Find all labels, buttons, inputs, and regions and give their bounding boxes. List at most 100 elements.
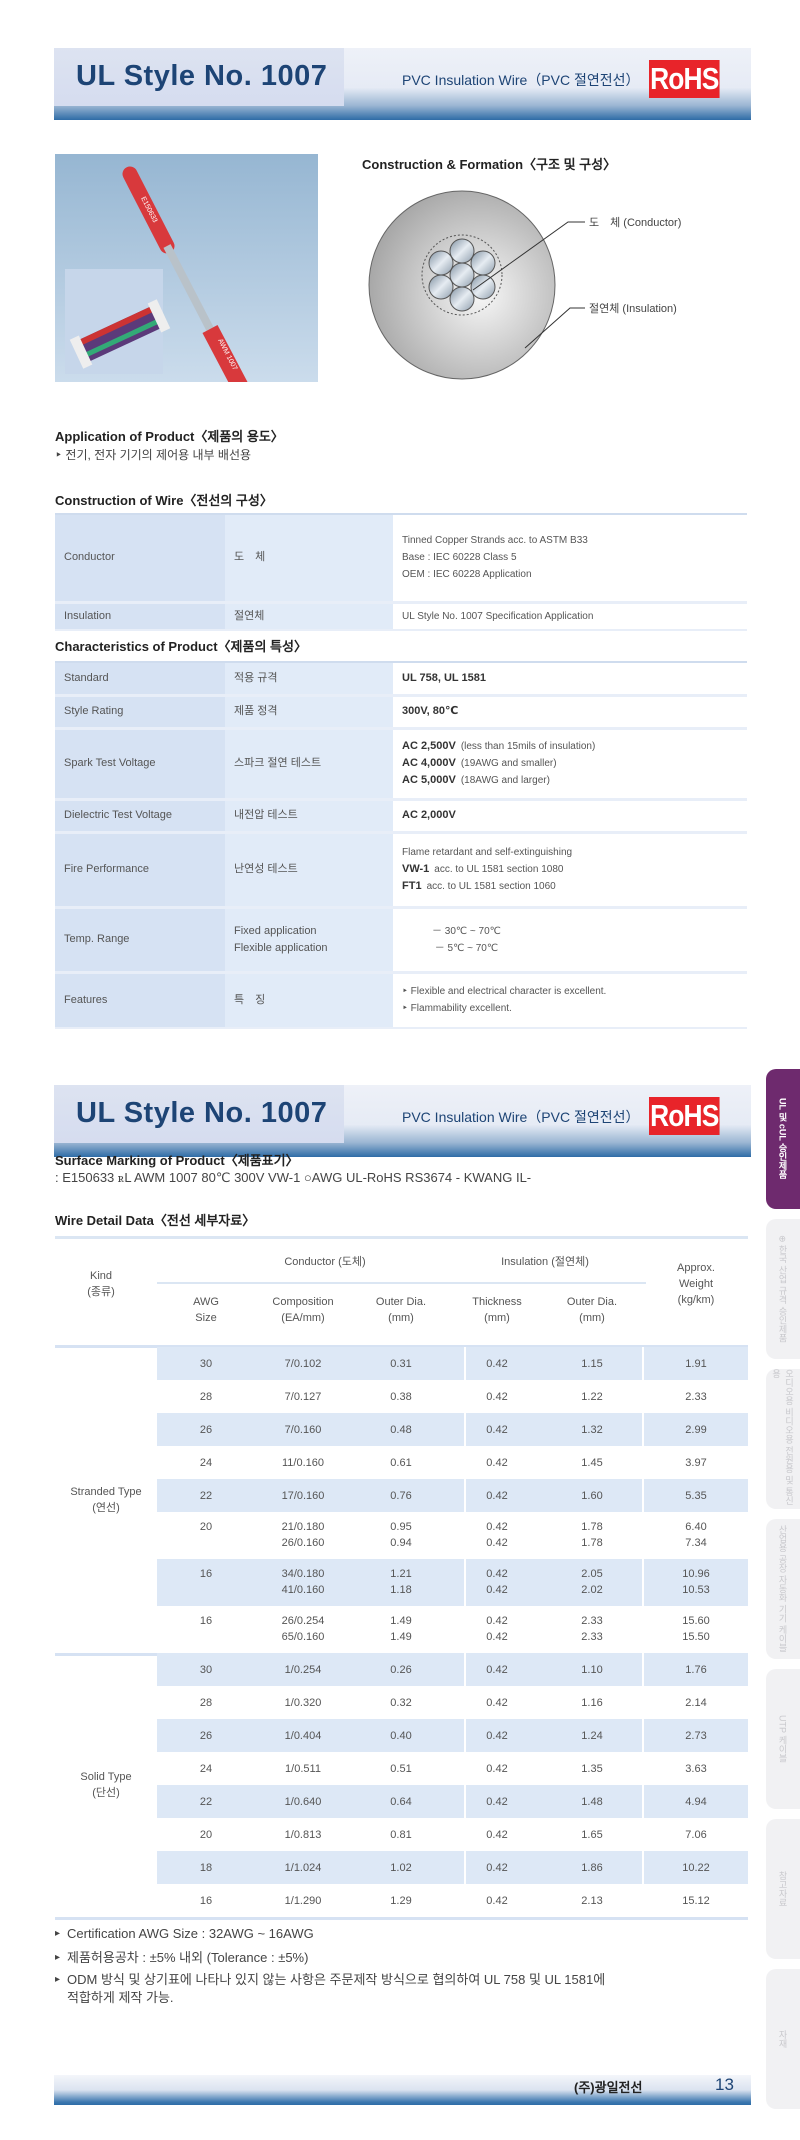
insulation-outer-dia: 1.24 bbox=[581, 1730, 603, 1742]
awg-size: 22 bbox=[199, 1796, 213, 1808]
application-text: 전기, 전자 기기의 제어용 내부 배선용 bbox=[65, 448, 252, 462]
row-label-ko: 특 징 bbox=[225, 970, 393, 1029]
application-title: Application of Product〈제품의 용도〉 bbox=[55, 429, 284, 444]
awg-size: 22 bbox=[199, 1490, 213, 1502]
composition: 7/0.160 bbox=[284, 1424, 322, 1436]
insulation-thickness: 0.42 bbox=[486, 1829, 508, 1841]
insulation-thickness: 0.42 bbox=[486, 1391, 508, 1403]
insulation-thickness: 0.42 bbox=[486, 1862, 508, 1874]
table-row: 16 26/0.254 65/0.160 1.49 1.49 0.42 0.42 2.3… bbox=[157, 1606, 748, 1653]
company-name: (주)광일전선 bbox=[574, 2080, 643, 2095]
awg-size: 28 bbox=[199, 1697, 213, 1709]
note-text: Certification AWG Size : 32AWG ~ 16AWG bbox=[67, 1926, 314, 1941]
row-value: AC 2,500V (less than 15mils of insulation… bbox=[393, 726, 747, 799]
characteristics-row: Features 특 징 ‣ Flexible and electrical cha… bbox=[55, 970, 747, 1029]
note-text: ODM 방식 및 상기표에 나타나 있지 않는 사항은 주문제작 방식으로 협의… bbox=[67, 1972, 606, 2005]
row-value: ‣ Flexible and electrical character is e… bbox=[393, 970, 747, 1029]
value-bold: AC 4,000V bbox=[402, 757, 456, 769]
awg-size: 30 bbox=[199, 1358, 213, 1370]
conductor-strands bbox=[428, 238, 496, 312]
insulation-thickness: 0.42 bbox=[486, 1490, 508, 1502]
value-text: (less than 15mils of insulation) bbox=[460, 741, 596, 752]
row-label-en: Style Rating bbox=[55, 693, 225, 728]
awg-size: 20 bbox=[199, 1521, 213, 1533]
side-tab[interactable]: 참고자료 bbox=[766, 1819, 800, 1959]
conductor-outer-dia: 0.26 bbox=[390, 1664, 412, 1676]
conductor-outer-dia: 1.02 bbox=[390, 1862, 412, 1874]
characteristics-row: Fire Performance 난연성 테스트 Flame retardant a… bbox=[55, 830, 747, 907]
table-row: 30 1/0.254 0.26 0.42 1.10 1.76 bbox=[157, 1653, 748, 1686]
conductor-label: 도 체 (Conductor) bbox=[589, 216, 681, 229]
note-item: ▸ ODM 방식 및 상기표에 나타나 있지 않는 사항은 주문제작 방식으로 협… bbox=[55, 1971, 605, 2007]
awg-size: 20 bbox=[199, 1829, 213, 1841]
row-value: AC 2,000V bbox=[393, 797, 747, 832]
page-number: 13 bbox=[715, 2075, 734, 2094]
page-subtitle-2: PVC Insulation Wire（PVC 절연전선） bbox=[402, 1109, 640, 1125]
conductor-outer-dia: 0.81 bbox=[390, 1829, 412, 1841]
insulation-outer-dia: 1.65 bbox=[581, 1829, 603, 1841]
side-tab[interactable]: 오디오용 비디오용 전원용 및 통신용 bbox=[766, 1369, 800, 1509]
approx-weight: 2.14 bbox=[685, 1697, 707, 1709]
row-label-en: Spark Test Voltage bbox=[55, 726, 225, 799]
row-label-ko: 내전압 테스트 bbox=[225, 797, 393, 832]
value-line: AC 4,000V (19AWG and smaller) bbox=[402, 755, 738, 772]
kind-label: Solid Type (단선) bbox=[80, 1771, 132, 1799]
connector-image bbox=[69, 299, 171, 369]
row-value: 300V, 80℃ bbox=[393, 693, 747, 728]
row-value: UL Style No. 1007 Specification Applicat… bbox=[393, 600, 747, 631]
conductor-outer-dia: 0.40 bbox=[390, 1730, 412, 1742]
insulation-thickness: 0.42 0.42 bbox=[486, 1615, 508, 1643]
value-line: Base : IEC 60228 Class 5 bbox=[402, 552, 517, 564]
side-tab[interactable]: 산업용 공장 자동화 기기 케이블 bbox=[766, 1519, 800, 1659]
value-bold: UL 758, UL 1581 bbox=[402, 671, 486, 684]
awg-size: 28 bbox=[199, 1391, 213, 1403]
value-line: OEM : IEC 60228 Application bbox=[402, 569, 532, 581]
value-text: － 30℃ ~ 70℃ bbox=[402, 925, 501, 937]
approx-weight: 2.73 bbox=[685, 1730, 707, 1742]
page-title-2: UL Style No. 1007 bbox=[76, 1097, 328, 1129]
composition: 1/0.813 bbox=[284, 1829, 322, 1841]
side-tab[interactable]: 자재 bbox=[766, 1969, 800, 2109]
composition: 1/0.404 bbox=[284, 1730, 322, 1742]
surface-marking-text: : E150633 ꭱL AWM 1007 80℃ 300V VW-1 ○AWG… bbox=[55, 1170, 532, 1185]
row-label-ko: 스파크 절연 테스트 bbox=[225, 726, 393, 799]
value-text: acc. to UL 1581 section 1060 bbox=[426, 881, 556, 892]
value-line: Tinned Copper Strands acc. to ASTM B33 bbox=[402, 535, 588, 547]
insulation-outer-dia: 1.78 1.78 bbox=[581, 1521, 603, 1549]
approx-weight: 7.06 bbox=[685, 1829, 707, 1841]
row-label-en: Insulation bbox=[55, 600, 225, 631]
composition: 7/0.102 bbox=[284, 1358, 322, 1370]
conductor-outer-dia: 0.32 bbox=[390, 1697, 412, 1709]
value-text: Flame retardant and self-extinguishing bbox=[402, 847, 573, 858]
awg-size: 16 bbox=[199, 1895, 213, 1907]
insulation-outer-dia: 1.32 bbox=[581, 1424, 603, 1436]
insulation-thickness: 0.42 bbox=[486, 1796, 508, 1808]
insulation-outer-dia: 1.60 bbox=[581, 1490, 603, 1502]
conductor-outer-dia: 0.61 bbox=[390, 1457, 412, 1469]
side-tab[interactable]: ⊕ 한국 산업 규격 승인제품 bbox=[766, 1219, 800, 1359]
rohs-badge: RoHS bbox=[649, 60, 720, 98]
row-value: Flame retardant and self-extinguishing VW… bbox=[393, 830, 747, 907]
approx-weight: 3.63 bbox=[685, 1763, 707, 1775]
formation-title: Construction & Formation〈구조 및 구성〉 bbox=[362, 157, 617, 172]
row-label-ko: 절연체 bbox=[225, 600, 393, 631]
insulation-outer-dia: 1.35 bbox=[581, 1763, 603, 1775]
approx-weight: 1.91 bbox=[685, 1358, 707, 1370]
side-tab[interactable]: UL 및 cUL 승인제품 bbox=[766, 1069, 800, 1209]
value-line: ‣ Flexible and electrical character is e… bbox=[402, 983, 738, 1000]
insulation-outer-dia: 1.15 bbox=[581, 1358, 603, 1370]
table-row: 24 11/0.160 0.61 0.42 1.45 3.97 bbox=[157, 1446, 748, 1479]
approx-weight: 10.96 10.53 bbox=[682, 1568, 710, 1596]
value-line: AC 2,500V (less than 15mils of insulation… bbox=[402, 738, 738, 755]
header-awg: AWG Size bbox=[193, 1296, 219, 1324]
product-photo: E150633 AWM 1007 bbox=[55, 154, 318, 382]
value-line: － 30℃ ~ 70℃ bbox=[402, 923, 738, 940]
table-row: 16 1/1.290 1.29 0.42 2.13 15.12 bbox=[157, 1884, 748, 1917]
composition: 7/0.127 bbox=[284, 1391, 322, 1403]
characteristics-row: Dielectric Test Voltage 내전압 테스트 AC 2,000V bbox=[55, 797, 747, 832]
value-line: FT1 acc. to UL 1581 section 1060 bbox=[402, 878, 738, 895]
value-bold: AC 2,000V bbox=[402, 809, 456, 821]
side-tab[interactable]: UTP 케이블 bbox=[766, 1669, 800, 1809]
row-label-en: Temp. Range bbox=[55, 905, 225, 972]
cross-section-diagram: 도 체 (Conductor) 절연체 (Insulation) bbox=[368, 190, 681, 380]
